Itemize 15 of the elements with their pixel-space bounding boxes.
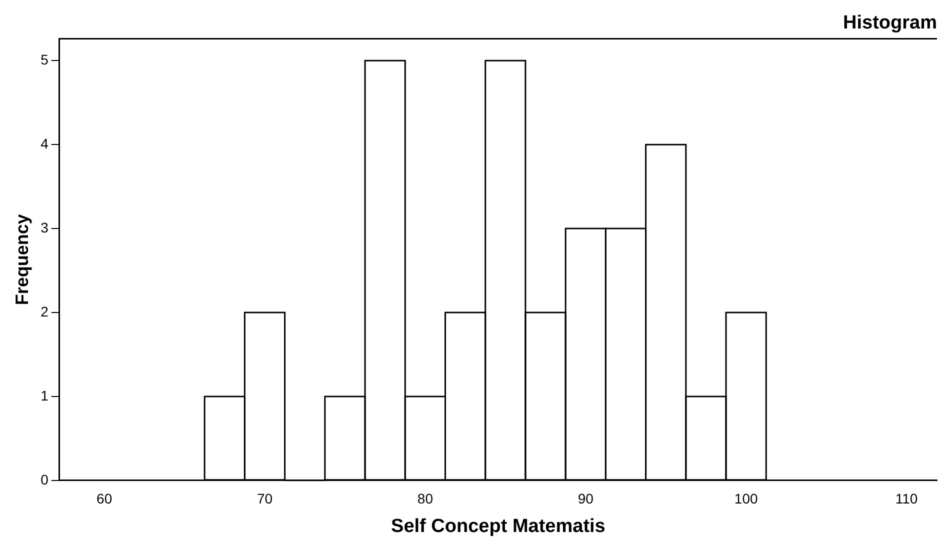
x-tick-label: 70	[256, 490, 273, 507]
y-tick-label: 2	[40, 303, 49, 320]
x-axis-title: Self Concept Matematis	[391, 516, 606, 537]
x-tick-label: 60	[96, 490, 112, 507]
y-tick-label: 1	[40, 387, 49, 404]
y-tick-label: 4	[40, 135, 49, 152]
x-tick-label: 80	[417, 490, 434, 507]
y-tick-label: 3	[40, 219, 49, 236]
x-tick-label: 110	[895, 490, 918, 507]
x-tick-label: 90	[578, 490, 594, 507]
chart-title: Histogram	[843, 12, 937, 34]
y-tick-label: 5	[40, 51, 49, 68]
x-tick-label: 100	[734, 490, 758, 507]
y-tick-label: 0	[40, 471, 49, 488]
y-axis-title: Frequency	[12, 214, 32, 306]
